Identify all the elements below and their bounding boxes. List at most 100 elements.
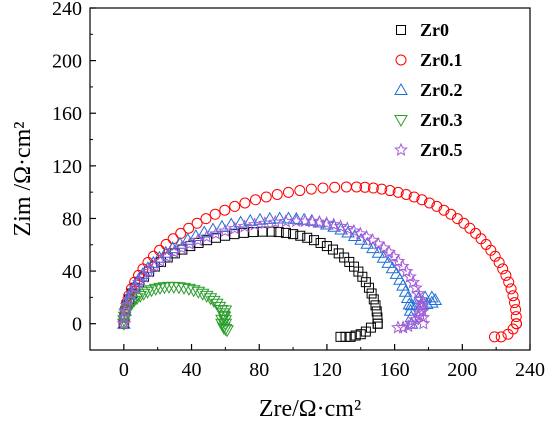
data-point	[131, 272, 146, 285]
data-point	[385, 261, 400, 274]
data-point	[215, 219, 229, 232]
x-tick-label: 200	[447, 359, 477, 381]
data-point	[407, 312, 422, 326]
data-point	[391, 320, 405, 334]
data-point	[215, 314, 229, 327]
data-point	[371, 306, 382, 317]
data-point	[400, 291, 415, 304]
data-point	[418, 290, 432, 303]
data-point	[399, 264, 414, 278]
x-tick-label: 40	[182, 359, 202, 381]
data-point	[400, 188, 412, 200]
data-point	[411, 286, 426, 300]
y-tick-label: 40	[62, 261, 82, 283]
legend-marker	[394, 82, 408, 95]
data-point	[249, 194, 261, 206]
data-point	[431, 200, 443, 212]
legend-label: Zr0.3	[420, 110, 463, 130]
data-point	[340, 181, 352, 193]
data-point	[372, 312, 383, 323]
data-point	[148, 283, 163, 296]
data-point	[295, 230, 306, 241]
data-point	[475, 233, 487, 245]
data-point	[247, 217, 262, 231]
y-tick-label: 160	[52, 103, 82, 125]
plot-frame	[89, 7, 531, 351]
data-point	[220, 325, 234, 338]
data-point	[257, 226, 268, 237]
data-point	[340, 221, 355, 235]
data-point	[238, 227, 249, 238]
data-point	[416, 194, 428, 206]
data-point	[229, 200, 241, 212]
plot-area	[116, 181, 522, 343]
y-tick-label: 240	[52, 0, 82, 20]
data-point	[133, 290, 148, 303]
data-point	[218, 223, 233, 237]
data-point	[384, 185, 396, 197]
legend-label: Zr0.2	[420, 80, 463, 100]
data-point	[424, 290, 439, 303]
data-point	[340, 331, 351, 342]
data-point	[365, 233, 380, 247]
data-point	[182, 236, 197, 250]
data-point	[191, 217, 203, 229]
data-point	[190, 232, 205, 247]
data-point	[257, 215, 272, 230]
data-point	[131, 275, 146, 289]
data-point	[227, 221, 242, 235]
data-point	[333, 219, 348, 233]
data-point	[396, 320, 411, 334]
data-point	[173, 236, 187, 249]
x-tick-label: 120	[312, 359, 342, 381]
data-point	[199, 229, 214, 243]
data-point	[312, 214, 327, 229]
data-point	[346, 223, 361, 237]
legend-label: Zr0.1	[420, 50, 463, 70]
data-point	[282, 186, 294, 198]
data-point	[305, 183, 317, 195]
data-point	[353, 226, 368, 240]
data-point	[359, 229, 374, 243]
data-point	[260, 191, 272, 203]
legend-marker	[396, 25, 406, 35]
data-point	[183, 222, 195, 234]
legend-label: Zr0	[420, 20, 449, 40]
data-point	[186, 285, 201, 298]
data-point	[408, 280, 423, 294]
data-point	[357, 271, 368, 282]
data-point	[470, 227, 482, 239]
data-point	[350, 330, 361, 341]
data-point	[509, 297, 521, 309]
data-point	[363, 282, 374, 293]
data-point	[130, 293, 144, 306]
data-point	[208, 226, 223, 240]
data-point	[464, 222, 476, 234]
data-point	[428, 293, 443, 306]
data-point	[305, 214, 320, 228]
data-point	[315, 237, 326, 248]
data-point	[147, 259, 162, 273]
data-point	[438, 204, 450, 216]
data-point	[360, 277, 371, 288]
data-point	[376, 183, 388, 195]
data-point	[219, 204, 231, 216]
legend: Zr0 Zr0.1 Zr0.2 Zr0.3 Zr0.5	[394, 20, 463, 160]
data-point	[389, 266, 404, 279]
data-point	[209, 208, 221, 220]
data-point	[329, 181, 341, 193]
data-point	[413, 304, 427, 318]
data-point	[351, 181, 363, 193]
data-point	[302, 232, 313, 243]
legend-marker	[395, 54, 407, 66]
series-zr0-2	[116, 211, 443, 329]
y-axis-title: Zim /Ω·cm²	[10, 121, 36, 236]
data-point	[355, 329, 366, 340]
data-point	[368, 294, 379, 305]
data-point	[116, 316, 131, 330]
x-tick-label: 80	[249, 359, 269, 381]
data-point	[402, 269, 417, 283]
legend-marker	[394, 142, 408, 156]
data-point	[372, 318, 383, 329]
data-point	[360, 236, 375, 249]
